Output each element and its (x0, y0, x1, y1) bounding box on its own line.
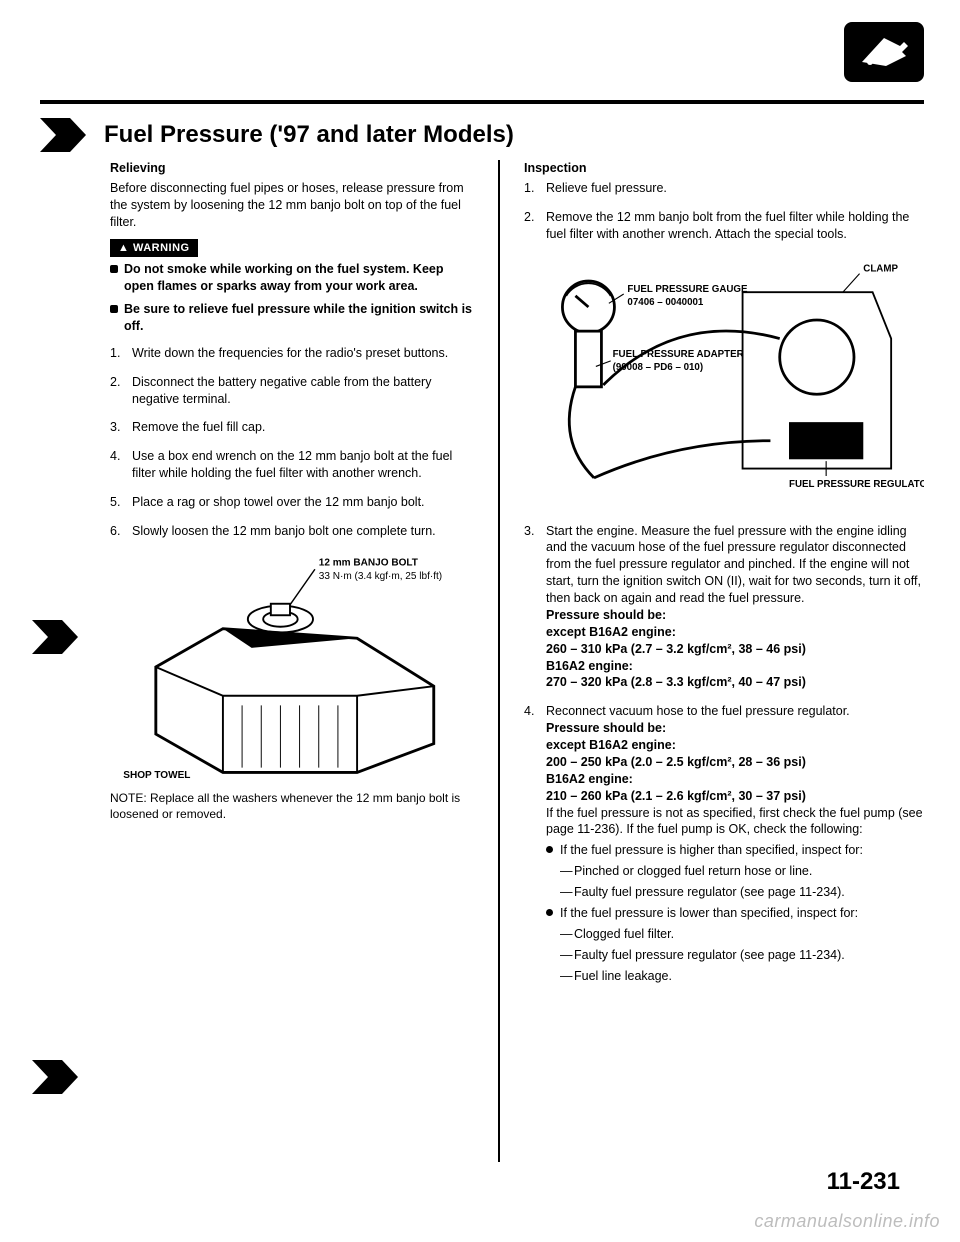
left-column: Relieving Before disconnecting fuel pipe… (110, 160, 474, 1162)
fig-torque: 33 N·m (3.4 kgf·m, 25 lbf·ft) (319, 571, 442, 582)
fig-gauge-label: FUEL PRESSURE GAUGE (627, 284, 748, 295)
inspect-item: Clogged fuel filter. (560, 926, 924, 943)
right-column: Inspection Relieve fuel pressure. Remove… (524, 160, 924, 1162)
inspect-item: Pinched or clogged fuel return hose or l… (560, 863, 924, 880)
check-item: If the fuel pressure is higher than spec… (546, 842, 924, 901)
inspection-heading: Inspection (524, 160, 924, 177)
fig-towel-label: SHOP TOWEL (123, 770, 190, 781)
inspect-item: Faulty fuel pressure regulator (see page… (560, 884, 924, 901)
step: Remove the fuel fill cap. (110, 419, 474, 436)
hi-head: If the fuel pressure is higher than spec… (560, 843, 863, 857)
step: Write down the frequencies for the radio… (110, 345, 474, 362)
figure-gauge-regulator: FUEL PRESSURE GAUGE 07406 – 0040001 FUEL… (524, 255, 924, 515)
warning-item: Be sure to relieve fuel pressure while t… (110, 301, 474, 335)
step: Disconnect the battery negative cable fr… (110, 374, 474, 408)
step4-tail: If the fuel pressure is not as specified… (546, 806, 923, 837)
step: Start the engine. Measure the fuel press… (524, 523, 924, 692)
watermark: carmanualsonline.info (754, 1211, 940, 1232)
margin-tab-icon (32, 620, 78, 654)
step4-text: Reconnect vacuum hose to the fuel pressu… (546, 704, 850, 718)
warning-badge: ▲ WARNING (110, 239, 198, 258)
fig-bolt-label: 12 mm BANJO BOLT (319, 557, 419, 568)
inspect-item: Faulty fuel pressure regulator (see page… (560, 947, 924, 964)
step3-text: Start the engine. Measure the fuel press… (546, 524, 921, 606)
lo-head: If the fuel pressure is lower than speci… (560, 906, 858, 920)
inspect-item: Fuel line leakage. (560, 968, 924, 985)
spec-label: B16A2 engine: (546, 659, 633, 673)
check-item: If the fuel pressure is lower than speci… (546, 905, 924, 985)
warning-item: Do not smoke while working on the fuel s… (110, 261, 474, 295)
step: Slowly loosen the 12 mm banjo bolt one c… (110, 523, 474, 540)
fig-regulator-label: FUEL PRESSURE REGULATOR (789, 479, 924, 490)
spec-value: 260 – 310 kPa (2.7 – 3.2 kgf/cm², 38 – 4… (546, 642, 806, 656)
tab-arrow-icon (40, 118, 86, 152)
page-number: 11-231 (827, 1168, 900, 1196)
figure-shop-towel: 12 mm BANJO BOLT 33 N·m (3.4 kgf·m, 25 l… (110, 552, 474, 782)
step: Relieve fuel pressure. (524, 180, 924, 197)
column-divider (498, 160, 500, 1162)
spec-value: 210 – 260 kPa (2.1 – 2.6 kgf/cm², 30 – 3… (546, 789, 806, 803)
page-title: Fuel Pressure ('97 and later Models) (104, 121, 514, 149)
margin-tab-icon (32, 1060, 78, 1094)
top-rule (40, 100, 924, 104)
spec-head: Pressure should be: (546, 608, 666, 622)
spec-label: except B16A2 engine: (546, 738, 676, 752)
note-text: NOTE: Replace all the washers whenever t… (110, 790, 474, 822)
spec-label: except B16A2 engine: (546, 625, 676, 639)
fig-gauge-pn: 07406 – 0040001 (627, 297, 703, 308)
spec-value: 200 – 250 kPa (2.0 – 2.5 kgf/cm², 28 – 3… (546, 755, 806, 769)
step: Place a rag or shop towel over the 12 mm… (110, 494, 474, 511)
spec-value: 270 – 320 kPa (2.8 – 3.3 kgf/cm², 40 – 4… (546, 675, 806, 689)
fig-clamp-label: CLAMP (863, 263, 898, 274)
relieving-intro: Before disconnecting fuel pipes or hoses… (110, 180, 474, 231)
spec-label: B16A2 engine: (546, 772, 633, 786)
section-icon (844, 22, 924, 82)
spec-head: Pressure should be: (546, 721, 666, 735)
step: Reconnect vacuum hose to the fuel pressu… (524, 703, 924, 984)
step: Remove the 12 mm banjo bolt from the fue… (524, 209, 924, 243)
relieving-heading: Relieving (110, 160, 474, 177)
step: Use a box end wrench on the 12 mm banjo … (110, 448, 474, 482)
